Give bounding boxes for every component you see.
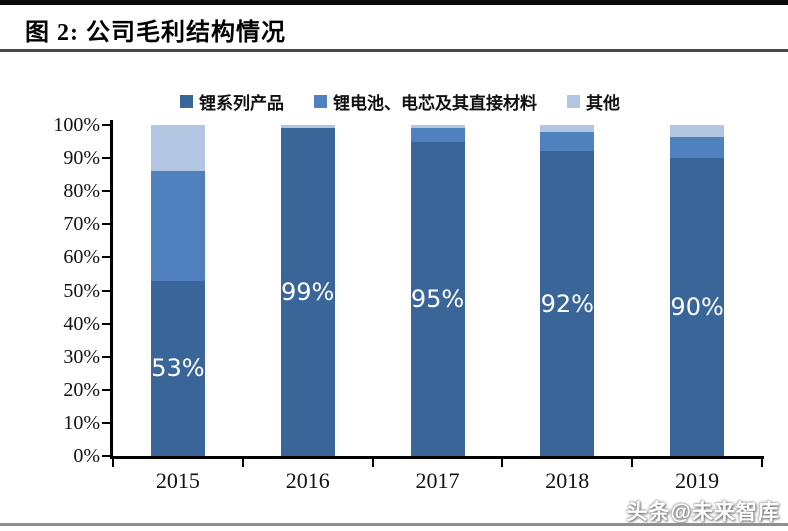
y-tick-label: 30% bbox=[63, 345, 100, 368]
y-tick-label: 80% bbox=[63, 180, 100, 203]
y-axis-tick bbox=[102, 256, 110, 259]
legend-swatch-icon bbox=[314, 94, 327, 108]
y-tick-label: 100% bbox=[53, 114, 100, 136]
y-tick-label: 40% bbox=[63, 312, 100, 335]
legend-swatch-icon bbox=[180, 94, 193, 108]
bar-segment-2017-series2 bbox=[410, 125, 465, 129]
bar-data-label: 95% bbox=[410, 284, 465, 313]
y-axis-tick bbox=[102, 421, 110, 424]
bottom-border-rule bbox=[0, 523, 788, 526]
y-axis-tick bbox=[102, 289, 110, 292]
bar-segment-2015-series0 bbox=[150, 280, 205, 456]
x-axis-tick bbox=[112, 459, 114, 467]
x-axis-line bbox=[110, 456, 764, 459]
x-tick-label: 2019 bbox=[675, 468, 720, 493]
legend-item-2: 其他 bbox=[567, 89, 620, 114]
bar-segment-2019-series2 bbox=[670, 125, 725, 137]
legend-swatch-icon bbox=[567, 94, 580, 108]
x-axis-tick bbox=[761, 459, 763, 467]
y-tick-label: 10% bbox=[63, 411, 100, 434]
x-axis-tick bbox=[501, 459, 504, 467]
bar-segment-2015-series2 bbox=[150, 125, 205, 172]
y-axis-tick bbox=[102, 124, 110, 126]
x-tick-label: 2016 bbox=[285, 468, 330, 493]
bar-segment-2018-series0 bbox=[540, 151, 595, 456]
top-border-rule bbox=[0, 0, 788, 5]
x-tick-label: 2017 bbox=[415, 468, 460, 493]
y-tick-label: 90% bbox=[63, 147, 100, 170]
bar-segment-2016-series0 bbox=[280, 128, 335, 456]
watermark: 头条@未来智库 bbox=[626, 501, 780, 524]
bar-data-label: 99% bbox=[281, 278, 335, 307]
legend-label: 其他 bbox=[586, 93, 620, 113]
bar-segment-2016-series2 bbox=[280, 125, 335, 129]
bar-segment-2019-series1 bbox=[670, 136, 725, 159]
x-axis-tick bbox=[631, 459, 634, 467]
x-axis-tick bbox=[371, 459, 374, 467]
legend-item-1: 锂电池、电芯及其直接材料 bbox=[314, 89, 537, 114]
y-axis-tick bbox=[102, 157, 110, 160]
y-tick-label: 60% bbox=[63, 246, 100, 269]
y-axis-tick bbox=[102, 455, 110, 457]
legend-label: 锂电池、电芯及其直接材料 bbox=[333, 93, 537, 113]
y-axis-tick bbox=[102, 322, 110, 325]
title-divider-rule bbox=[0, 49, 788, 52]
bar-data-label: 53% bbox=[151, 354, 205, 383]
y-axis-tick bbox=[102, 190, 110, 193]
legend-label: 锂系列产品 bbox=[199, 93, 284, 113]
x-axis-tick bbox=[241, 459, 244, 467]
y-axis-line bbox=[110, 120, 113, 459]
bar-segment-2018-series2 bbox=[540, 125, 595, 132]
figure-title: 图 2: 公司毛利结构情况 bbox=[25, 20, 286, 46]
legend-item-0: 锂系列产品 bbox=[180, 89, 284, 114]
y-tick-label: 50% bbox=[63, 279, 100, 302]
chart-legend: 锂系列产品 锂电池、电芯及其直接材料 其他 bbox=[90, 88, 710, 114]
bar-segment-2019-series0 bbox=[670, 158, 725, 456]
bar-data-label: 90% bbox=[670, 293, 724, 322]
y-tick-label: 20% bbox=[63, 378, 100, 401]
bar-segment-2018-series1 bbox=[540, 131, 595, 152]
bar-segment-2017-series1 bbox=[410, 128, 465, 142]
y-axis-tick bbox=[102, 388, 110, 391]
x-tick-label: 2018 bbox=[545, 468, 590, 493]
y-tick-label: 0% bbox=[73, 445, 100, 467]
bar-data-label: 92% bbox=[540, 289, 594, 318]
bar-segment-2017-series0 bbox=[410, 141, 465, 456]
y-tick-label: 70% bbox=[63, 213, 100, 236]
y-axis-tick bbox=[102, 223, 110, 226]
bar-segment-2015-series1 bbox=[150, 171, 205, 281]
y-axis-tick bbox=[102, 355, 110, 358]
x-tick-label: 2015 bbox=[155, 468, 200, 493]
